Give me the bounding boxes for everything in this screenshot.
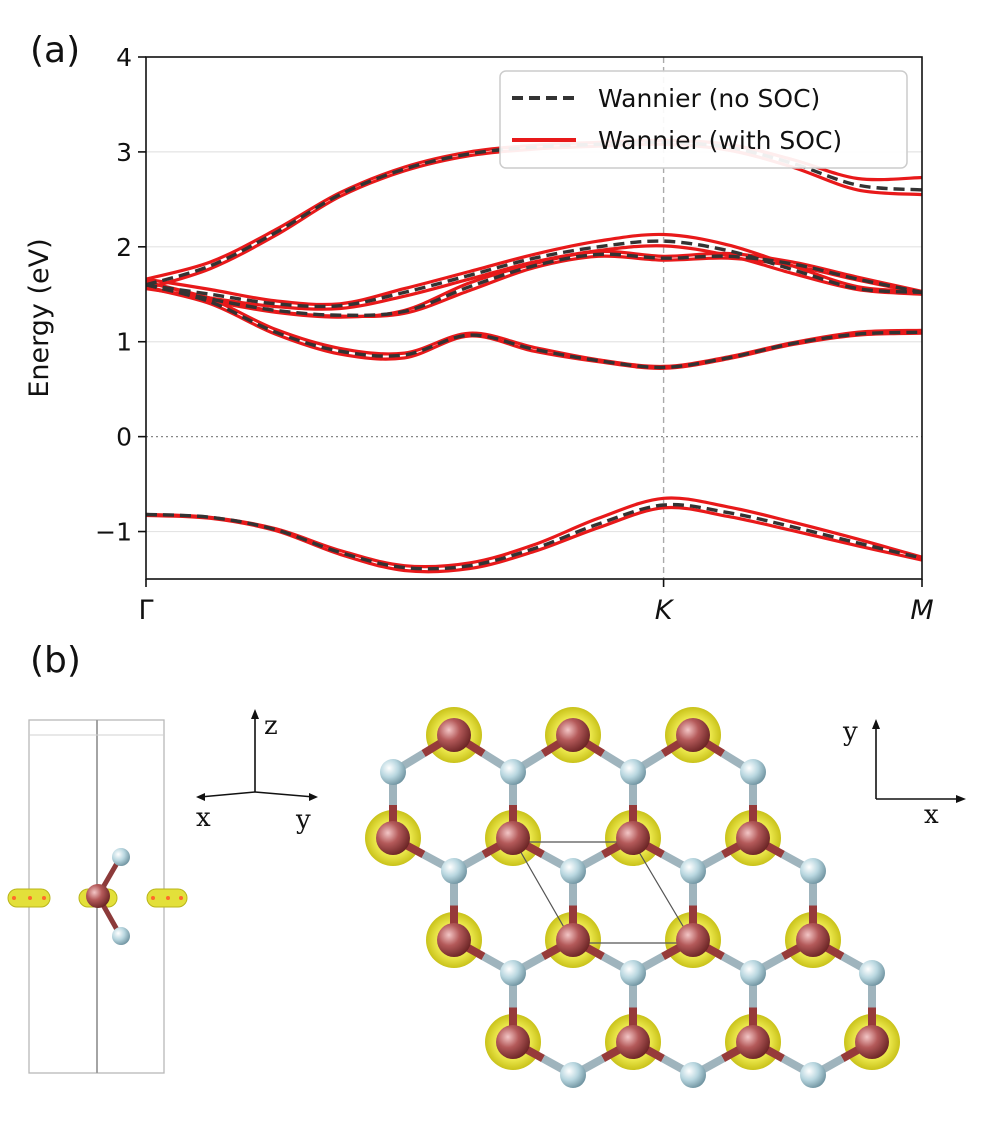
- orbital-dot: [42, 896, 46, 900]
- ligand-atom: [680, 1062, 706, 1088]
- metal-atom: [616, 1025, 650, 1059]
- metal-atom: [676, 718, 710, 752]
- band-line-soc: [146, 232, 922, 307]
- y-axis-label-side: y: [295, 805, 311, 835]
- metal-atom: [496, 1025, 530, 1059]
- metal-atom: [796, 923, 830, 957]
- x-axis-label-top: x: [924, 800, 939, 830]
- band-line-soc: [146, 505, 922, 574]
- side-view: [7, 719, 188, 1074]
- top-view-axes: y x: [842, 717, 966, 830]
- y-tick-label: 0: [116, 423, 132, 452]
- panel-a-label: (a): [30, 30, 80, 71]
- ligand-atom: [800, 1062, 826, 1088]
- side-metal-atom: [86, 884, 110, 908]
- band-line-soc: [146, 280, 922, 369]
- atoms: [376, 718, 889, 1088]
- band-line-soc: [146, 244, 922, 311]
- orbital-dot: [28, 896, 32, 900]
- ligand-atom: [560, 1062, 586, 1088]
- x-tick-label: M: [910, 595, 933, 626]
- band-line-nosoc: [146, 239, 922, 309]
- orbital-dot: [151, 896, 155, 900]
- side-view-axes: z x y: [196, 709, 318, 835]
- side-ligand-atom-top: [112, 848, 130, 866]
- y-tick-label: 3: [116, 138, 132, 167]
- plot-frame: [145, 56, 923, 580]
- metal-atom: [676, 923, 710, 957]
- ligand-atom: [500, 960, 526, 986]
- orbital-dot: [12, 896, 16, 900]
- orbital-dot: [166, 896, 170, 900]
- metal-atom: [736, 821, 770, 855]
- metal-atom: [556, 718, 590, 752]
- top-view-lattice: [365, 707, 900, 1088]
- ligand-atom: [859, 960, 885, 986]
- x-tick-label: Γ: [138, 595, 153, 626]
- ligand-atom: [740, 960, 766, 986]
- ligand-atom: [500, 759, 526, 785]
- ligand-atom: [620, 960, 646, 986]
- x-axis-label-side: x: [196, 803, 211, 833]
- y-tick-label: 1: [116, 328, 132, 357]
- ligand-atom: [740, 759, 766, 785]
- bonds: [389, 731, 876, 1079]
- legend: Wannier (no SOC) Wannier (with SOC): [499, 70, 908, 169]
- y-tick-label: 2: [116, 233, 132, 262]
- legend-box: [499, 70, 908, 169]
- metal-atom: [855, 1025, 889, 1059]
- metal-atom: [736, 1025, 770, 1059]
- y-arrowhead-side: [309, 793, 318, 801]
- y-tick-label: −1: [95, 518, 132, 547]
- x-arrowhead-side: [196, 793, 205, 801]
- metal-atom: [556, 923, 590, 957]
- y-axis-ticks: −1 0 1 2 3 4: [95, 43, 146, 547]
- legend-label-nosoc: Wannier (no SOC): [598, 84, 820, 113]
- band-line-nosoc: [146, 252, 922, 318]
- ligand-atom: [560, 858, 586, 884]
- metal-atom: [616, 821, 650, 855]
- metal-atom: [437, 923, 471, 957]
- ligand-atom: [620, 759, 646, 785]
- metal-atom: [376, 821, 410, 855]
- ligand-atom: [800, 858, 826, 884]
- panel-b-label: (b): [30, 640, 81, 681]
- band-line-soc: [146, 496, 922, 569]
- band-line-soc: [146, 249, 922, 319]
- side-ligand-atom-bottom: [112, 927, 130, 945]
- y-tick-label: 4: [116, 43, 132, 72]
- legend-label-soc: Wannier (with SOC): [598, 126, 842, 155]
- x-tick-label: K: [655, 595, 675, 626]
- y-axis-label: Energy (eV): [24, 238, 55, 397]
- ligand-atom: [441, 858, 467, 884]
- band-line-nosoc: [146, 502, 922, 571]
- band-line-nosoc: [146, 283, 922, 370]
- x-arrowhead-top: [956, 795, 966, 803]
- y-axis-arrow-side: [254, 791, 315, 798]
- metal-atom: [437, 718, 471, 752]
- orbital-dot: [179, 896, 183, 900]
- ligand-atom: [680, 858, 706, 884]
- x-axis-arrow-side: [199, 791, 256, 798]
- ligand-atom: [380, 759, 406, 785]
- z-arrowhead: [251, 709, 259, 719]
- metal-atom: [496, 821, 530, 855]
- z-axis-label: z: [264, 711, 278, 741]
- y-axis-label-top: y: [842, 717, 858, 747]
- y-arrowhead-top: [872, 719, 880, 729]
- band-series: [146, 138, 922, 574]
- band-structure-chart: −1 0 1 2 3 4 Γ K M Energy (eV) Wannier (no SOC)…: [24, 43, 934, 626]
